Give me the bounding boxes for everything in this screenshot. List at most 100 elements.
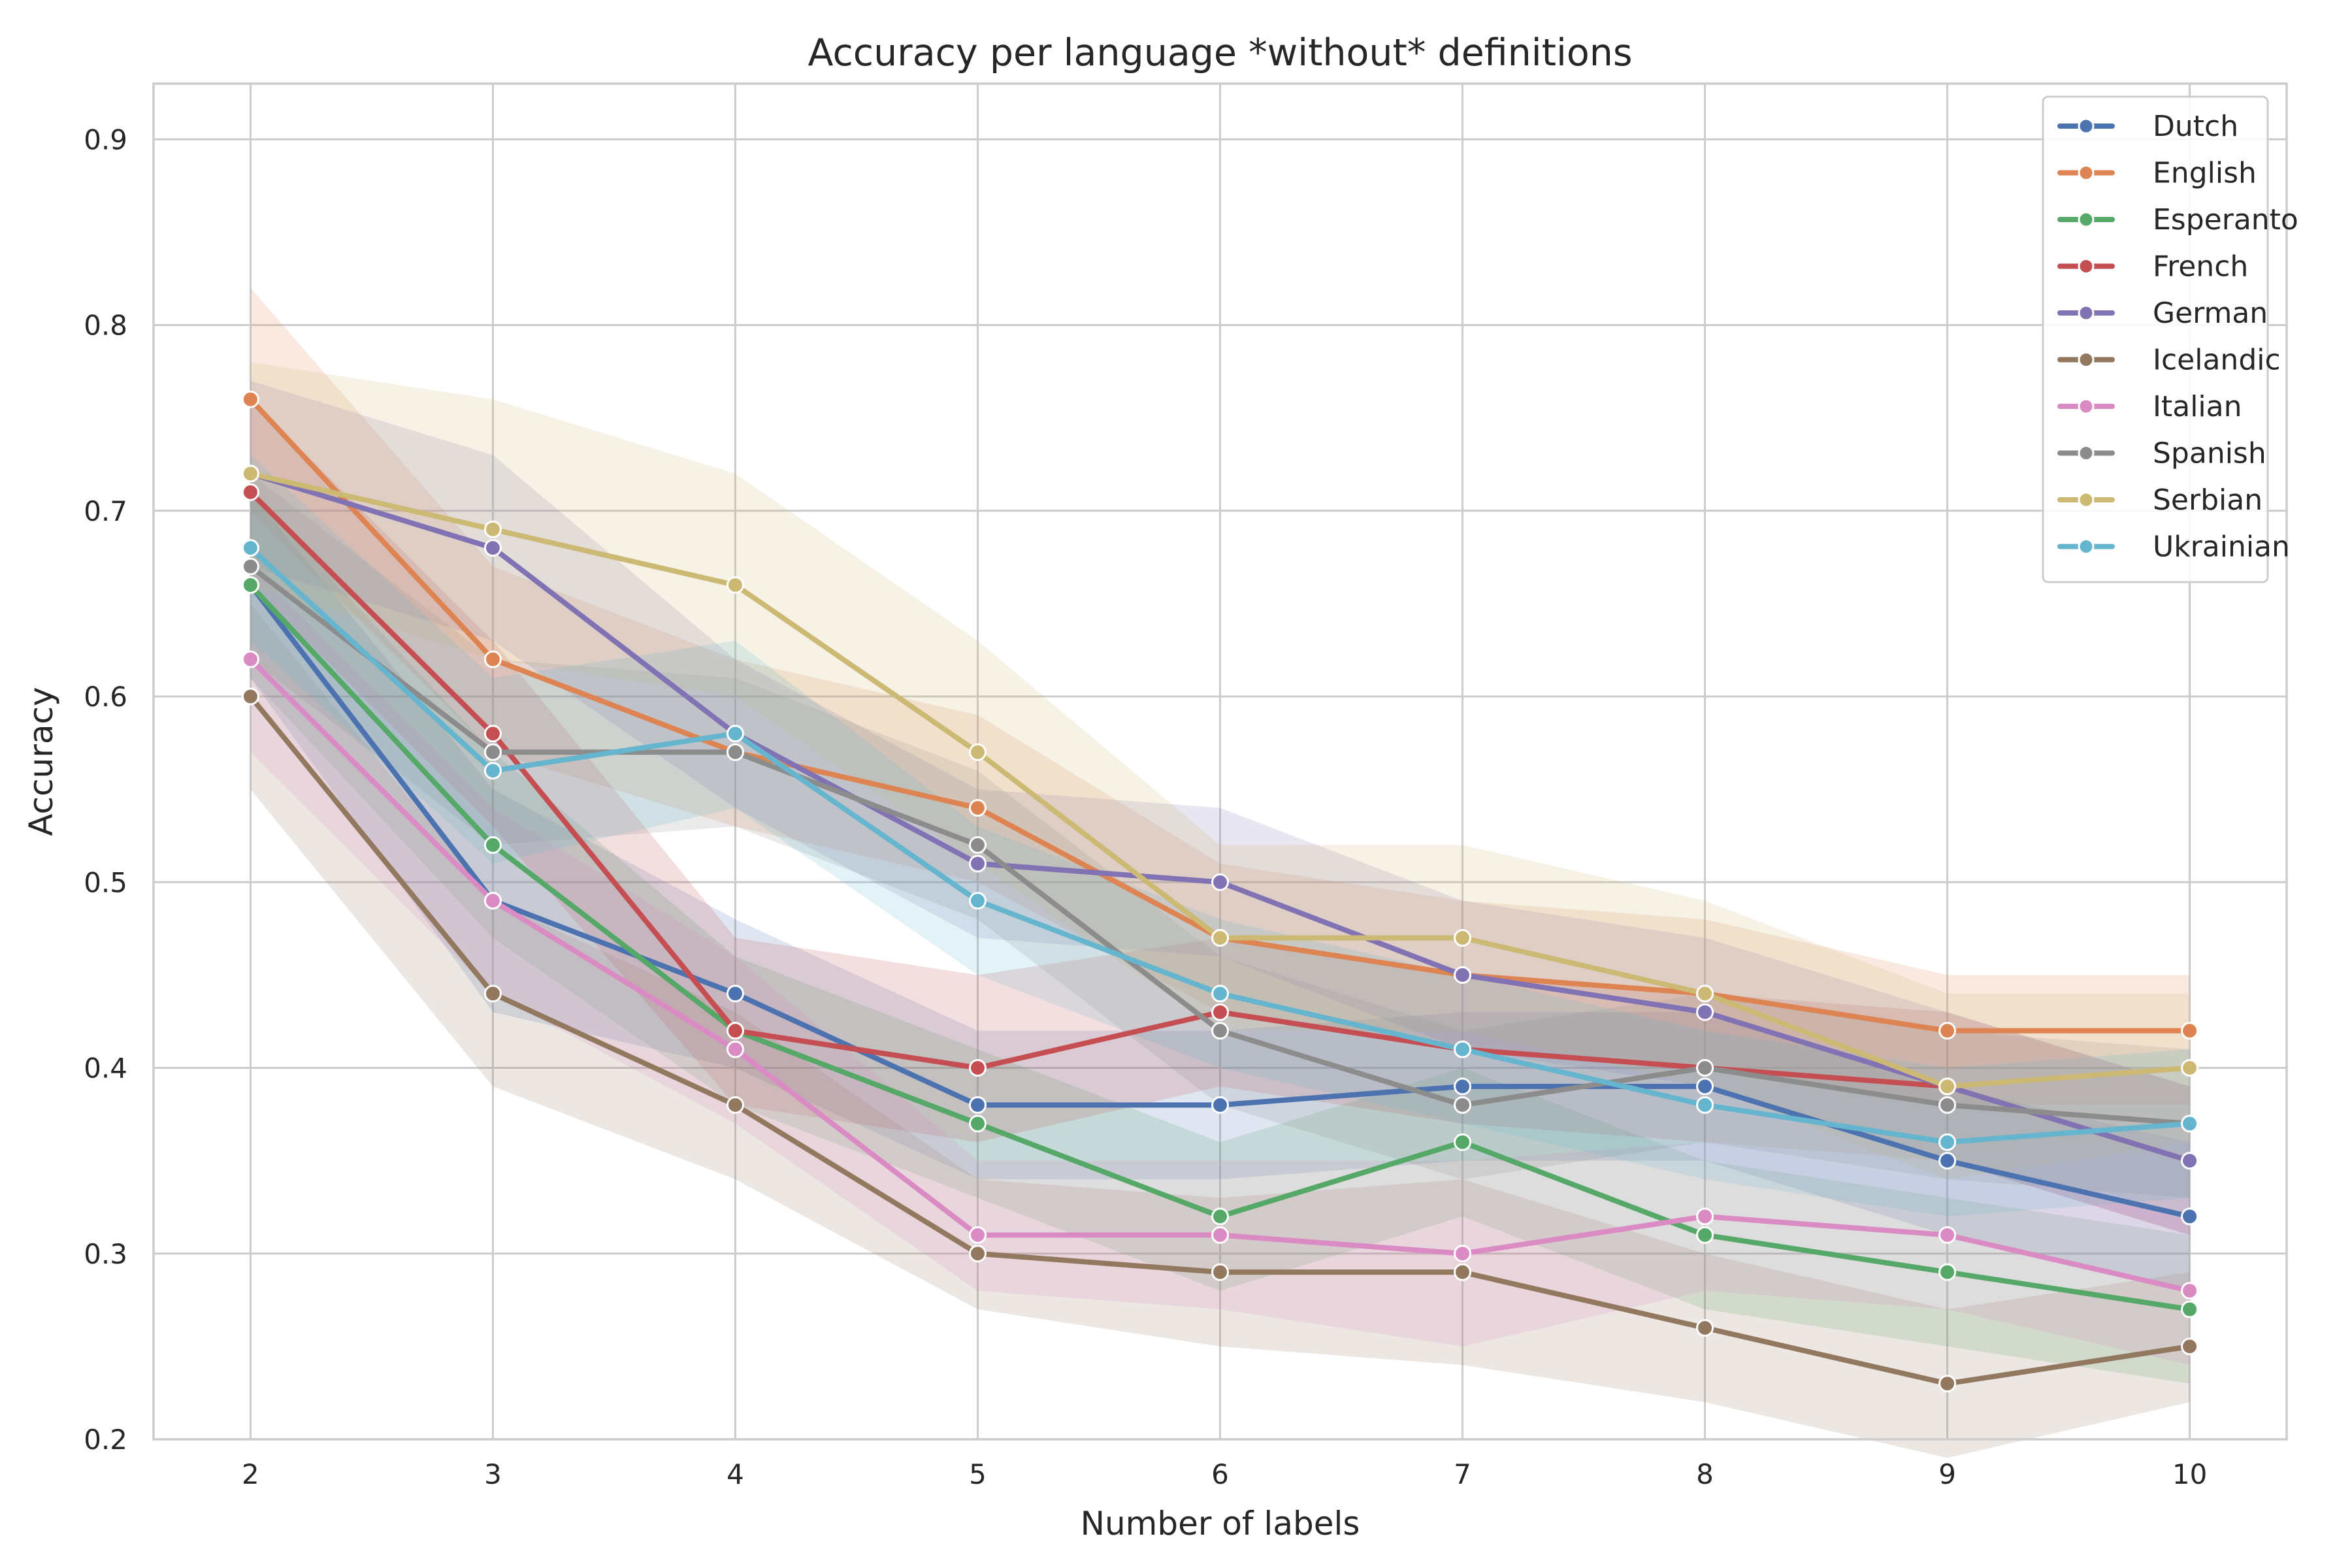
legend-label: German (2153, 297, 2268, 330)
data-point-spanish (1211, 1022, 1229, 1040)
data-point-ukrainian (968, 892, 987, 910)
ci-band-esperanto (250, 492, 2190, 1384)
legend-item-english: English (2057, 157, 2257, 190)
data-point-dutch (1211, 1096, 1229, 1114)
legend-item-dutch: Dutch (2057, 110, 2238, 143)
data-point-italian (483, 892, 502, 910)
legend-item-spanish: Spanish (2057, 437, 2266, 470)
data-point-esperanto (968, 1115, 987, 1133)
data-point-esperanto (241, 576, 259, 594)
y-tick-label: 0.3 (84, 1238, 127, 1270)
x-axis-label: Number of labels (1081, 1505, 1360, 1543)
legend-swatch-marker (2078, 445, 2095, 461)
data-point-icelandic (1454, 1263, 1472, 1281)
y-tick-label: 0.6 (84, 681, 127, 713)
data-point-ukrainian (1211, 985, 1229, 1003)
y-tick-label: 0.5 (84, 866, 127, 898)
ci-band-icelandic (250, 603, 2190, 1458)
data-point-dutch (968, 1096, 987, 1114)
data-point-icelandic (2181, 1337, 2199, 1356)
data-point-english (968, 799, 987, 817)
x-tick-label: 9 (1938, 1458, 1956, 1490)
legend-item-ukrainian: Ukrainian (2057, 531, 2290, 564)
legend-swatch-marker (2078, 304, 2095, 321)
data-point-french (483, 725, 502, 743)
legend-item-esperanto: Esperanto (2057, 203, 2298, 237)
data-point-esperanto (483, 836, 502, 854)
x-tick-label: 2 (242, 1458, 259, 1490)
data-point-serbian (2181, 1059, 2199, 1077)
x-tick-label: 4 (727, 1458, 744, 1490)
legend-swatch-marker (2078, 211, 2095, 228)
data-point-english (483, 650, 502, 668)
legend-label: Italian (2153, 390, 2242, 423)
data-point-dutch (1938, 1152, 1957, 1170)
data-point-esperanto (1938, 1263, 1957, 1281)
data-point-serbian (1454, 929, 1472, 947)
legend-label: Dutch (2153, 110, 2238, 143)
legend-label: Spanish (2153, 437, 2266, 470)
data-point-serbian (1938, 1077, 1957, 1096)
data-point-ukrainian (241, 539, 259, 557)
y-tick-label: 0.7 (84, 495, 127, 527)
series-points (241, 390, 2199, 1393)
data-point-spanish (483, 743, 502, 761)
data-point-english (1938, 1022, 1957, 1040)
data-point-icelandic (1211, 1263, 1229, 1281)
data-point-icelandic (1696, 1318, 1714, 1337)
legend-swatch-marker (2078, 491, 2095, 508)
data-point-french (968, 1059, 987, 1077)
x-tick-label: 3 (484, 1458, 502, 1490)
legend: Dutch English Esperanto French German Iceland… (2042, 95, 2298, 583)
data-point-french (726, 1022, 744, 1040)
ci-band-serbian (250, 362, 2190, 1180)
ci-band-german (250, 380, 2190, 1235)
legend-item-french: French (2057, 250, 2248, 284)
ci-band-ukrainian (250, 455, 2190, 1217)
data-point-spanish (1696, 1059, 1714, 1077)
data-point-dutch (1696, 1077, 1714, 1096)
data-point-icelandic (483, 985, 502, 1003)
data-point-italian (1211, 1226, 1229, 1244)
legend-item-german: German (2057, 297, 2268, 330)
chart-title: Accuracy per language *without* definiti… (808, 31, 1632, 74)
data-point-spanish (241, 557, 259, 576)
data-point-esperanto (1696, 1226, 1714, 1244)
data-point-german (2181, 1152, 2199, 1170)
data-point-italian (968, 1226, 987, 1244)
y-tick-label: 0.4 (84, 1053, 127, 1085)
y-tick-label: 0.9 (84, 123, 127, 155)
data-point-esperanto (1454, 1133, 1472, 1151)
data-point-serbian (968, 743, 987, 761)
data-point-serbian (1696, 985, 1714, 1003)
x-tick-label: 6 (1211, 1458, 1229, 1490)
legend-swatch-marker (2078, 538, 2095, 555)
data-point-german (1211, 873, 1229, 891)
data-point-italian (726, 1040, 744, 1058)
data-point-italian (241, 650, 259, 668)
data-point-english (241, 390, 259, 408)
data-point-ukrainian (2181, 1115, 2199, 1133)
data-point-serbian (1211, 929, 1229, 947)
legend-swatch-marker (2078, 165, 2095, 181)
x-tick-label: 10 (2172, 1458, 2207, 1490)
data-point-english (2181, 1022, 2199, 1040)
data-point-dutch (726, 985, 744, 1003)
legend-label: French (2153, 250, 2248, 284)
y-tick-labels: 0.2 0.3 0.4 0.5 0.6 0.7 0.8 0.9 (84, 123, 127, 1456)
ci-band-italian (250, 566, 2190, 1365)
legend-swatch-marker (2078, 351, 2095, 368)
x-tick-labels: 2 3 4 5 6 7 8 9 10 (242, 1458, 2207, 1490)
data-point-serbian (483, 520, 502, 538)
data-point-serbian (726, 576, 744, 594)
data-point-italian (2181, 1282, 2199, 1300)
data-point-german (483, 539, 502, 557)
data-point-dutch (2181, 1207, 2199, 1226)
data-point-icelandic (726, 1096, 744, 1114)
data-point-ukrainian (1696, 1096, 1714, 1114)
data-point-serbian (241, 465, 259, 483)
x-tick-label: 7 (1454, 1458, 1471, 1490)
legend-swatch-marker (2078, 118, 2095, 135)
